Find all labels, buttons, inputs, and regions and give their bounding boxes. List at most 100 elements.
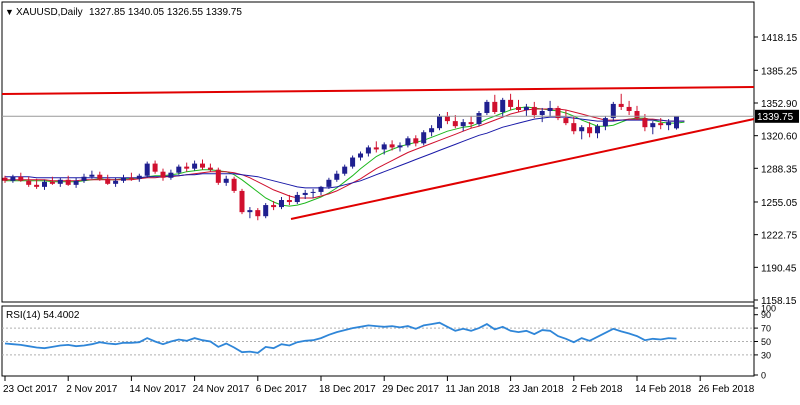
candle-body <box>279 200 284 208</box>
candle-body <box>34 184 40 187</box>
candle <box>215 167 221 185</box>
support-trendline <box>290 118 755 220</box>
candle-body <box>160 171 166 178</box>
candle <box>42 179 47 190</box>
candle-body <box>97 174 103 179</box>
candle <box>318 185 324 195</box>
candle-body <box>215 169 221 183</box>
candle <box>223 175 229 186</box>
candle <box>192 160 198 171</box>
price-tick-label: 1320.60 <box>761 132 798 143</box>
candle <box>626 100 632 116</box>
candle-body <box>81 176 87 181</box>
candle <box>136 173 142 182</box>
candle-body <box>452 121 458 127</box>
candle <box>334 170 340 182</box>
candle-body <box>381 144 387 150</box>
candle-body <box>57 179 63 184</box>
candle-body <box>105 178 111 184</box>
candle <box>516 99 521 113</box>
current-price-marker: 1339.75 <box>755 109 799 123</box>
candle <box>508 93 514 110</box>
candle-body <box>547 107 553 111</box>
candle-body <box>255 210 261 217</box>
candle-body <box>223 178 229 183</box>
candle-body <box>460 122 466 127</box>
candle <box>397 142 403 152</box>
candle <box>405 136 411 148</box>
candle <box>128 172 134 181</box>
price-tick-label: 1158.15 <box>761 296 797 307</box>
candle-body <box>49 181 55 184</box>
candle <box>563 109 569 126</box>
candle <box>587 122 593 138</box>
time-tick-label: 29 Dec 2017 <box>382 384 439 395</box>
candle-body <box>373 147 379 150</box>
ma-slow-line <box>5 116 685 189</box>
time-tick-label: 6 Dec 2017 <box>256 384 308 395</box>
price-tick-label: 1190.45 <box>761 263 797 274</box>
candle <box>81 173 87 183</box>
symbol-menu-icon[interactable]: ▼ <box>5 7 14 17</box>
candle-body <box>294 194 300 203</box>
candle-body <box>397 145 403 148</box>
candle <box>579 125 585 140</box>
candle <box>231 176 237 193</box>
candle-body <box>42 181 47 187</box>
candle <box>26 176 32 187</box>
candle-body <box>618 103 624 107</box>
candle <box>105 174 111 185</box>
candle-body <box>500 99 506 113</box>
time-tick-label: 18 Dec 2017 <box>319 384 376 395</box>
rsi-tick-label: 70 <box>761 324 771 334</box>
candle-body <box>429 128 435 133</box>
candle-body <box>144 163 150 176</box>
candle-body <box>89 174 95 177</box>
candle <box>255 208 261 221</box>
candle <box>271 201 277 211</box>
rsi-series <box>4 321 677 354</box>
candle-body <box>200 163 205 168</box>
candle <box>168 169 174 180</box>
candle-body <box>444 116 450 122</box>
candle <box>326 177 332 189</box>
candle-body <box>666 122 672 126</box>
candle-body <box>610 103 616 119</box>
current-price-label: 1339.75 <box>757 112 794 123</box>
candles <box>2 93 679 221</box>
candle <box>610 101 616 122</box>
candle <box>373 141 379 153</box>
candle <box>634 105 640 121</box>
candle-body <box>595 126 600 134</box>
rsi-title: RSI(14) 54.4002 <box>6 310 80 321</box>
candle-body <box>492 101 498 113</box>
candle-body <box>365 147 371 154</box>
candle-body <box>650 123 656 128</box>
candle <box>263 203 269 219</box>
candle <box>89 170 95 179</box>
candle-body <box>326 179 332 187</box>
candle-body <box>358 153 363 158</box>
candle <box>523 103 529 117</box>
candle <box>468 116 474 129</box>
candle-body <box>18 176 24 181</box>
candle-body <box>168 172 174 178</box>
candle <box>476 110 482 127</box>
candle <box>302 189 308 199</box>
candle-body <box>413 138 419 144</box>
candle-body <box>302 192 308 195</box>
candle-body <box>334 173 340 180</box>
candle-body <box>634 110 640 119</box>
candle <box>531 101 537 119</box>
candle-body <box>602 118 608 127</box>
price-tick-label: 1255.05 <box>761 198 798 209</box>
resistance-trendline <box>1 86 755 95</box>
candle-body <box>247 210 253 213</box>
candle-body <box>437 116 442 129</box>
candle <box>492 94 498 115</box>
candle <box>555 105 561 121</box>
candle <box>97 171 103 181</box>
candle-body <box>231 178 237 191</box>
